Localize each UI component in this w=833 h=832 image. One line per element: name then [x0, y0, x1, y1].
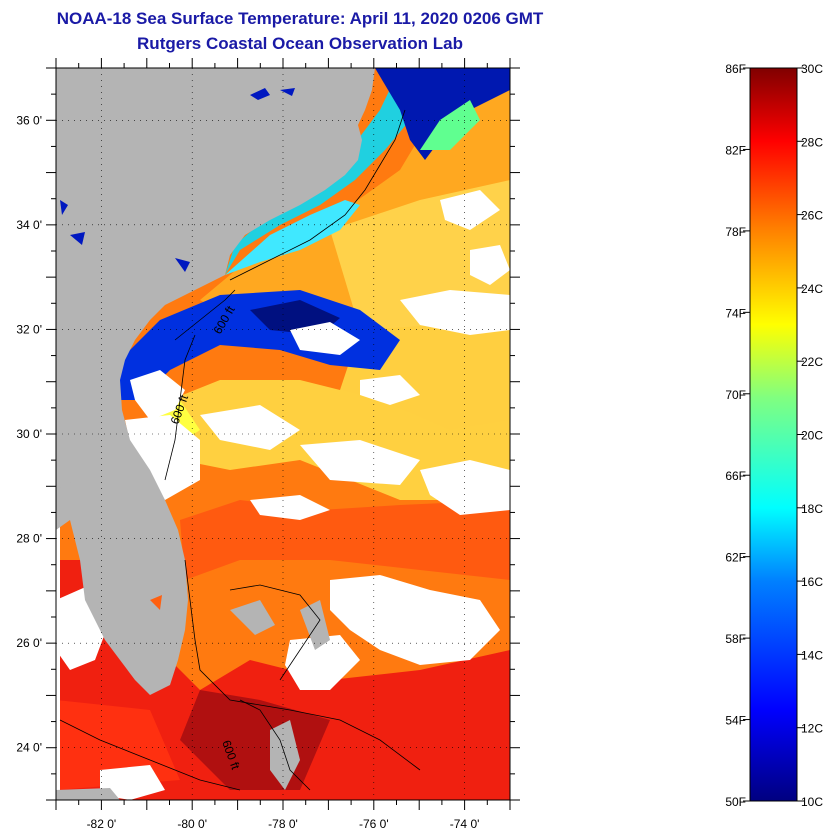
colorbar — [749, 67, 798, 802]
colorbar-c-label: 24C — [801, 282, 823, 296]
colorbar-c-label: 14C — [801, 648, 823, 662]
colorbar-f-label: 74F — [725, 306, 746, 320]
latitude-label: 26 0' — [16, 636, 42, 650]
colorbar-fahrenheit-labels: 86F 82F 78F 74F 70F 66F 62F 58F 54F 50F — [725, 62, 750, 809]
colorbar-c-label: 16C — [801, 575, 823, 589]
graticule — [56, 68, 510, 800]
colorbar-c-label: 18C — [801, 502, 823, 516]
colorbar-f-label: 50F — [725, 795, 746, 809]
axis-ticks — [46, 58, 520, 810]
latitude-label: 34 0' — [16, 218, 42, 232]
latitude-label: 28 0' — [16, 532, 42, 546]
latitude-label: 24 0' — [16, 741, 42, 755]
longitude-label: -74 0' — [450, 817, 480, 831]
colorbar-celsius-labels: 30C 28C 26C 24C 22C 20C 18C 16C 14C 12C 10C — [797, 62, 823, 809]
colorbar-f-label: 54F — [725, 714, 746, 728]
colorbar-f-label: 66F — [725, 469, 746, 483]
longitude-label: -78 0' — [268, 817, 298, 831]
colorbar-c-label: 28C — [801, 135, 823, 149]
colorbar-c-label: 22C — [801, 355, 823, 369]
colorbar-f-label: 58F — [725, 632, 746, 646]
colorbar-c-label: 12C — [801, 722, 823, 736]
colorbar-f-label: 78F — [725, 225, 746, 239]
colorbar-c-label: 30C — [801, 62, 823, 76]
map-title: NOAA-18 Sea Surface Temperature: April 1… — [56, 9, 544, 28]
latitude-labels: 36 0' 34 0' 32 0' 30 0' 28 0' 26 0' 24 0' — [16, 113, 42, 754]
longitude-label: -82 0' — [87, 817, 117, 831]
colorbar-c-label: 26C — [801, 209, 823, 223]
longitude-label: -76 0' — [359, 817, 389, 831]
colorbar-c-label: 10C — [801, 795, 823, 809]
longitude-label: -80 0' — [177, 817, 207, 831]
latitude-label: 30 0' — [16, 427, 42, 441]
map-subtitle: Rutgers Coastal Ocean Observation Lab — [137, 34, 463, 53]
colorbar-c-label: 20C — [801, 429, 823, 443]
longitude-labels: -82 0' -80 0' -78 0' -76 0' -74 0' — [87, 817, 480, 831]
colorbar-f-label: 70F — [725, 388, 746, 402]
sst-image — [56, 68, 510, 800]
colorbar-f-label: 82F — [725, 143, 746, 157]
latitude-label: 36 0' — [16, 113, 42, 127]
colorbar-f-label: 86F — [725, 62, 746, 76]
latitude-label: 32 0' — [16, 322, 42, 336]
colorbar-f-label: 62F — [725, 551, 746, 565]
